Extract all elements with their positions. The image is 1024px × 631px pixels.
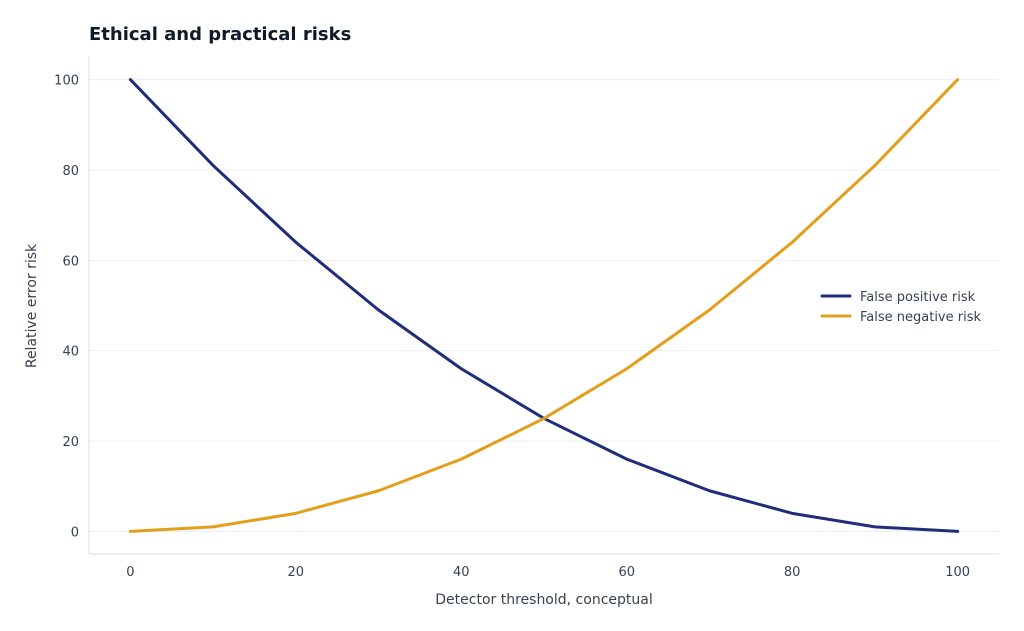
y-tick-labels: 0 20 40 60 80 100 <box>54 74 79 541</box>
series-line-false-negative <box>128 78 960 533</box>
y-tick-label: 20 <box>62 435 79 450</box>
y-tick-label: 60 <box>62 254 79 269</box>
x-tick-label: 60 <box>618 565 635 580</box>
series-lines <box>128 78 960 533</box>
x-tick-labels: 0 20 40 60 80 100 <box>126 565 970 580</box>
y-tick-label: 100 <box>54 74 79 89</box>
gridlines <box>89 79 999 532</box>
y-tick-label: 40 <box>62 345 79 360</box>
x-axis-label: Detector threshold, conceptual <box>435 592 652 608</box>
legend-label: False negative risk <box>860 310 981 325</box>
legend-label: False positive risk <box>860 290 976 305</box>
legend: False positive risk False negative risk <box>820 290 981 325</box>
y-tick-label: 80 <box>62 164 79 179</box>
y-axis-label: Relative error risk <box>24 243 40 368</box>
series-line-false-positive <box>128 78 960 533</box>
x-tick-label: 20 <box>288 565 305 580</box>
x-tick-label: 40 <box>453 565 470 580</box>
x-tick-label: 0 <box>126 565 134 580</box>
chart-title: Ethical and practical risks <box>89 24 351 45</box>
x-tick-label: 100 <box>945 565 970 580</box>
y-tick-label: 0 <box>71 525 79 540</box>
x-tick-label: 80 <box>784 565 801 580</box>
